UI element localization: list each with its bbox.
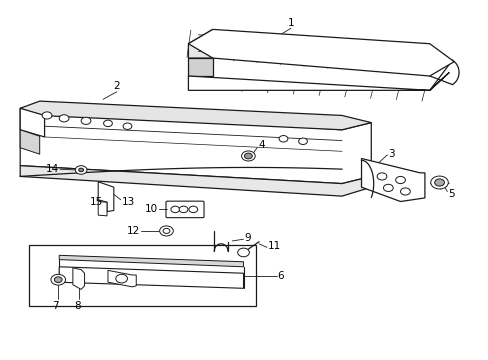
Polygon shape [188, 30, 453, 76]
Circle shape [430, 176, 447, 189]
Circle shape [188, 206, 197, 213]
Text: 11: 11 [267, 241, 281, 251]
Text: 10: 10 [144, 204, 158, 214]
Circle shape [123, 123, 132, 130]
Text: 8: 8 [74, 301, 81, 311]
Circle shape [79, 168, 83, 172]
Polygon shape [98, 182, 114, 212]
Polygon shape [20, 108, 370, 184]
Circle shape [51, 274, 65, 285]
Circle shape [81, 117, 91, 125]
Bar [29, 245, 255, 306]
Circle shape [116, 274, 127, 283]
Text: 9: 9 [244, 233, 251, 243]
Circle shape [241, 151, 255, 161]
Circle shape [400, 188, 409, 195]
Polygon shape [20, 130, 40, 154]
Text: 5: 5 [447, 189, 454, 199]
Polygon shape [73, 268, 84, 289]
Text: 4: 4 [258, 140, 264, 150]
Circle shape [279, 135, 287, 142]
Circle shape [237, 248, 249, 257]
Circle shape [59, 115, 69, 122]
Polygon shape [20, 101, 370, 130]
Circle shape [170, 206, 179, 213]
Circle shape [179, 206, 187, 213]
Circle shape [75, 166, 87, 174]
Polygon shape [59, 267, 243, 288]
Polygon shape [188, 72, 448, 90]
Text: 15: 15 [90, 197, 103, 207]
Polygon shape [188, 30, 212, 58]
Circle shape [434, 179, 444, 186]
Text: 14: 14 [46, 164, 59, 174]
Text: 12: 12 [126, 226, 140, 236]
Circle shape [383, 184, 392, 192]
Polygon shape [59, 255, 243, 267]
Text: 3: 3 [387, 149, 394, 159]
Text: 7: 7 [52, 301, 59, 311]
Polygon shape [188, 58, 212, 76]
Text: 6: 6 [277, 271, 284, 281]
Polygon shape [20, 108, 44, 137]
Text: 13: 13 [122, 197, 135, 207]
Polygon shape [361, 158, 424, 202]
Circle shape [42, 112, 52, 119]
Polygon shape [98, 202, 107, 216]
Polygon shape [108, 270, 136, 287]
Polygon shape [20, 166, 370, 196]
Circle shape [395, 176, 405, 184]
Circle shape [103, 120, 112, 127]
Circle shape [298, 138, 307, 144]
Text: 1: 1 [287, 18, 294, 28]
Text: 2: 2 [113, 81, 120, 91]
Circle shape [163, 228, 169, 233]
Circle shape [159, 226, 173, 236]
Circle shape [376, 173, 386, 180]
Circle shape [54, 277, 62, 283]
Circle shape [244, 153, 252, 159]
